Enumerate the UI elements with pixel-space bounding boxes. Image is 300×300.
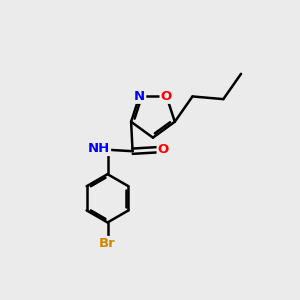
Text: O: O <box>158 143 169 156</box>
Text: O: O <box>161 90 172 103</box>
Text: N: N <box>134 90 145 103</box>
Text: Br: Br <box>99 237 116 250</box>
Text: NH: NH <box>88 142 110 155</box>
